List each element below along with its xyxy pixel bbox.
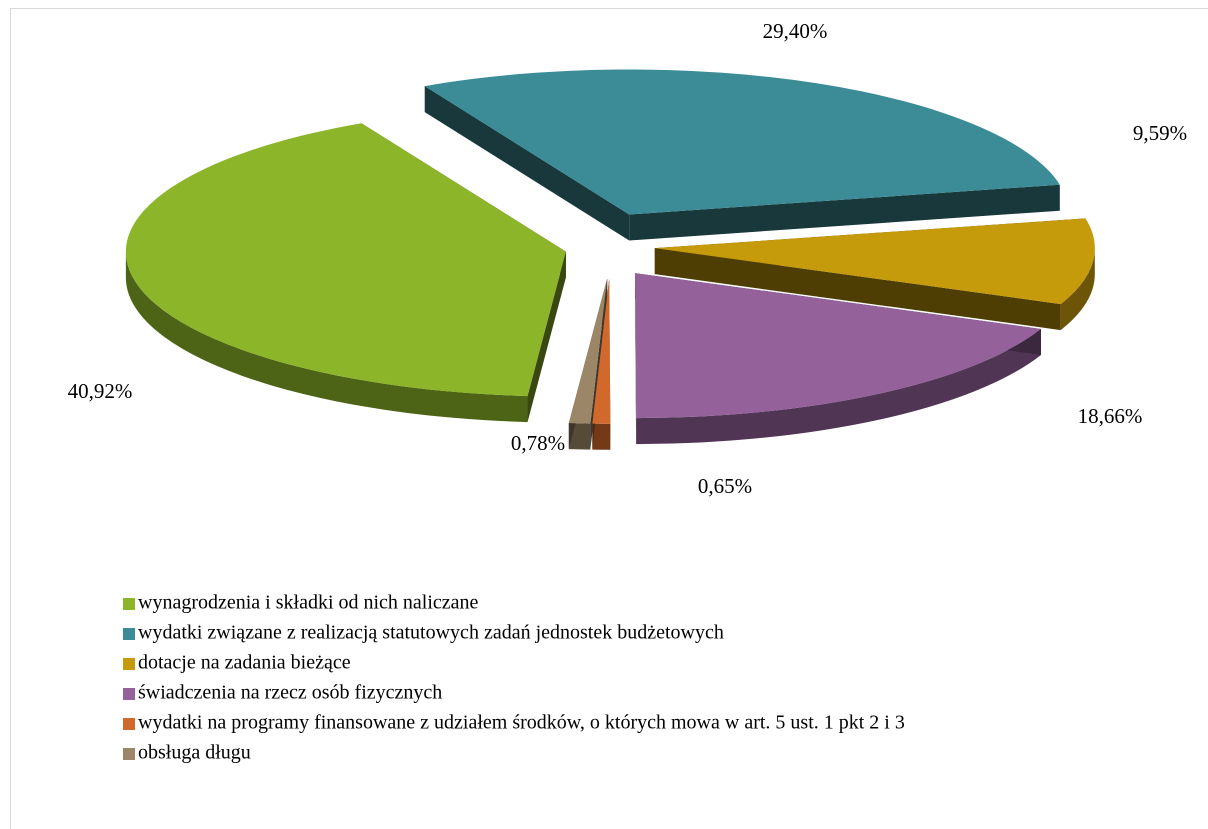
slice-side (592, 423, 611, 450)
legend-swatch (123, 748, 135, 760)
legend-label: obsługa długu (138, 742, 251, 764)
slice (424, 69, 1060, 215)
legend-label: świadczenia na rzecz osób fizycznych (138, 682, 442, 704)
data-label: 9,59% (1133, 121, 1187, 145)
slice-side (636, 328, 1041, 445)
slice-edge (527, 251, 566, 423)
data-label: 0,78% (511, 431, 565, 455)
legend: wynagrodzenia i składki od nich naliczan… (123, 592, 905, 764)
legend-swatch (123, 658, 135, 670)
pie-tops (125, 69, 1095, 424)
legend-label: wydatki na programy finansowane z udział… (138, 712, 905, 734)
legend-swatch (123, 598, 135, 610)
data-labels: 40,92% 29,40% 9,59% 18,66% 0,65% 0,78% (68, 19, 1188, 498)
slice (592, 278, 611, 424)
chart-frame (10, 8, 1208, 829)
data-label: 0,65% (698, 474, 752, 498)
data-label: 29,40% (763, 19, 828, 43)
legend-label: wydatki związane z realizacją statutowyc… (138, 622, 724, 644)
legend-swatch (123, 628, 135, 640)
slice-edge (654, 248, 1061, 331)
slice (634, 273, 1041, 419)
data-label: 18,66% (1078, 404, 1143, 428)
slice (125, 123, 566, 397)
slice-edge (634, 273, 637, 445)
slice (568, 278, 608, 424)
legend-swatch (123, 688, 135, 700)
legend-label: wynagrodzenia i składki od nich naliczan… (138, 592, 479, 614)
slice-edge (629, 184, 1060, 241)
slice (654, 218, 1095, 305)
legend-label: dotacje na zadania bieżące (138, 652, 351, 674)
slice-side (125, 251, 528, 423)
data-label: 40,92% (68, 379, 133, 403)
legend-swatch (123, 718, 135, 730)
slice-side (568, 423, 591, 450)
slice-side (1060, 248, 1095, 331)
slice-edge (424, 86, 630, 241)
